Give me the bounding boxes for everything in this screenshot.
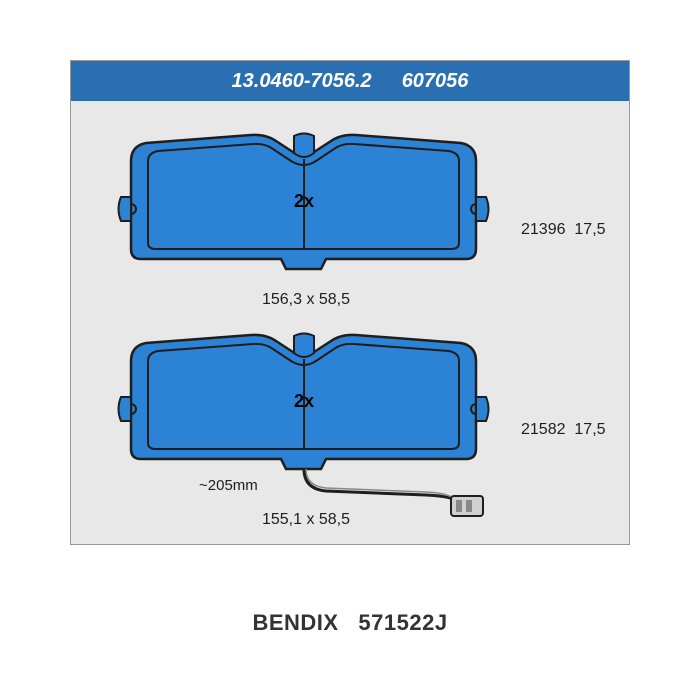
part-number-2: 607056 <box>402 70 469 93</box>
bottom-pad-dims: 155,1 x 58,5 <box>221 511 391 529</box>
part-number-1: 13.0460-7056.2 <box>232 70 372 93</box>
top-pad-dims: 156,3 x 58,5 <box>221 291 391 309</box>
bottom-pad-svg <box>116 331 491 531</box>
brand-line: BENDIX 571522J <box>0 610 700 636</box>
header-bar: 13.0460-7056.2 607056 <box>71 61 629 101</box>
top-pad-thickness: 17,5 <box>574 221 605 238</box>
sensor-length: ~205mm <box>199 477 258 494</box>
top-pad-multiplier: 2x <box>294 191 314 212</box>
brand-part: 571522J <box>358 610 447 635</box>
bottom-pad-code: 21582 17,5 <box>521 421 606 439</box>
top-pad: 2x <box>116 131 491 281</box>
bottom-pad-code-val: 21582 <box>521 421 566 438</box>
diagram-box: 13.0460-7056.2 607056 2x 156,3 <box>70 60 630 545</box>
top-pad-code: 21396 17,5 <box>521 221 606 239</box>
brand-text: BENDIX <box>252 610 338 635</box>
top-pad-code-val: 21396 <box>521 221 566 238</box>
bottom-pad: 2x <box>116 331 491 531</box>
bottom-pad-multiplier: 2x <box>294 391 314 412</box>
bottom-pad-thickness: 17,5 <box>574 421 605 438</box>
stage: 13.0460-7056.2 607056 2x 156,3 <box>0 0 700 700</box>
